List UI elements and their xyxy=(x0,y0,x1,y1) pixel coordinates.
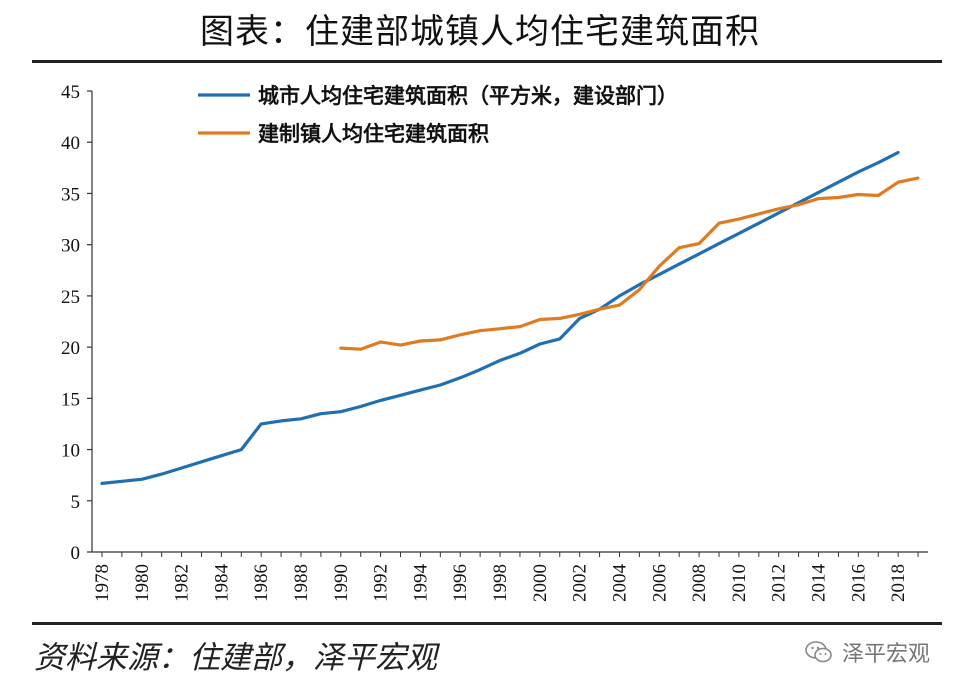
x-tick-label: 2008 xyxy=(689,564,710,602)
x-tick-label: 2002 xyxy=(570,564,591,602)
x-tick-label: 2018 xyxy=(888,564,909,602)
x-tick-label: 1980 xyxy=(132,564,153,602)
y-tick-label: 25 xyxy=(61,287,80,308)
x-tick-label: 1986 xyxy=(251,564,272,602)
x-tick-label: 1978 xyxy=(92,564,113,602)
watermark: 泽平宏观 xyxy=(804,636,930,668)
x-tick-label: 1994 xyxy=(410,564,431,603)
x-tick-label: 1996 xyxy=(450,564,471,602)
y-tick-label: 10 xyxy=(61,441,80,462)
x-tick-label: 1984 xyxy=(211,564,232,603)
y-tick-label: 15 xyxy=(61,389,80,410)
y-tick-label: 5 xyxy=(71,492,81,513)
y-tick-label: 35 xyxy=(61,184,80,205)
x-axis: 1978 1980 1982 1984 1986 1988 1990 1992 1994 1996… xyxy=(92,551,928,603)
y-tick-label: 30 xyxy=(61,236,80,257)
legend: 城市人均住宅建筑面积（平方米，建设部门） 建制镇人均住宅建筑面积 xyxy=(198,83,678,146)
y-tick-label: 45 xyxy=(61,82,80,103)
y-tick-label: 0 xyxy=(71,543,81,564)
watermark-label: 泽平宏观 xyxy=(841,642,930,667)
source-note: 资料来源：住建部，泽平宏观 xyxy=(34,640,437,676)
series-line-1 xyxy=(100,150,900,485)
page-title: 图表：住建部城镇人均住宅建筑面积 xyxy=(200,12,760,52)
series-layer xyxy=(100,150,920,485)
y-axis: 0 5 10 15 20 25 30 35 40 45 xyxy=(61,82,93,564)
x-tick-label: 2000 xyxy=(530,564,551,602)
x-tick-label: 2004 xyxy=(609,564,630,603)
x-tick-label: 1990 xyxy=(331,564,352,602)
x-tick-label: 1988 xyxy=(291,564,312,602)
x-tick-label: 1992 xyxy=(371,564,392,602)
x-tick-label: 2006 xyxy=(649,564,670,602)
footer-divider xyxy=(32,622,942,625)
wechat-logo-icon xyxy=(805,641,832,663)
legend-label-2: 建制镇人均住宅建筑面积 xyxy=(258,121,489,146)
x-tick-label: 2010 xyxy=(729,564,750,602)
y-tick-label: 20 xyxy=(61,338,80,359)
title-divider xyxy=(32,60,942,63)
x-tick-label: 1982 xyxy=(172,564,193,602)
series-line-2 xyxy=(339,176,920,351)
x-tick-label: 1998 xyxy=(490,564,511,602)
legend-label-1: 城市人均住宅建筑面积（平方米，建设部门） xyxy=(258,83,678,108)
x-tick-label: 2014 xyxy=(809,564,830,603)
x-tick-label: 2012 xyxy=(769,564,790,602)
x-tick-label: 2016 xyxy=(848,564,869,602)
y-tick-label: 40 xyxy=(61,133,80,154)
